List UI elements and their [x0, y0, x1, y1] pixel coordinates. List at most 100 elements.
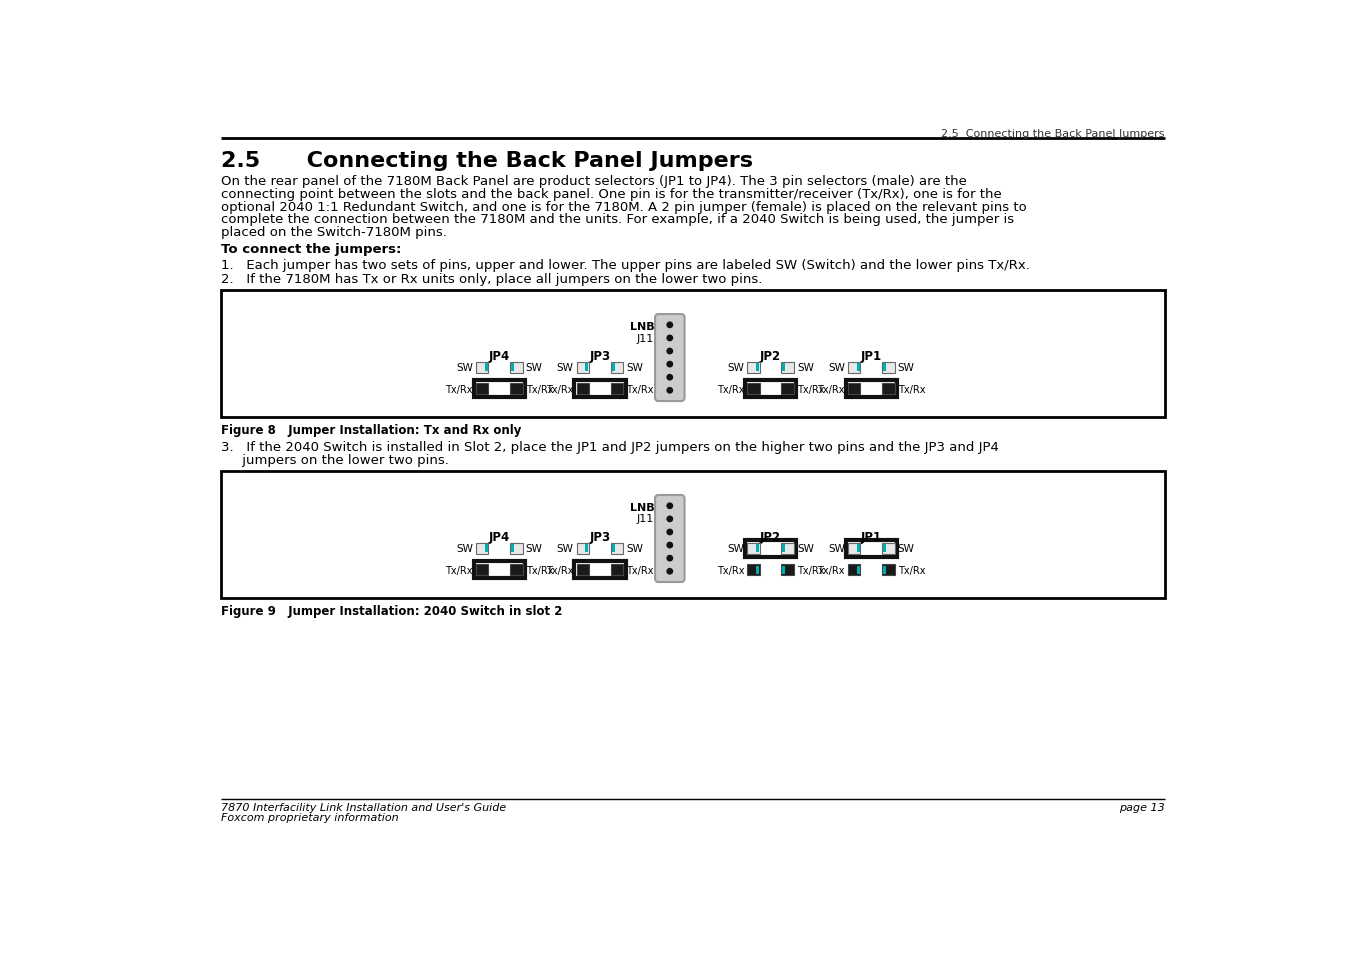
- Text: 3.   If the 2040 Switch is installed in Slot 2, place the JP1 and JP2 jumpers on: 3. If the 2040 Switch is installed in Sl…: [221, 441, 999, 454]
- Bar: [485, 364, 487, 372]
- FancyBboxPatch shape: [655, 314, 684, 401]
- Circle shape: [667, 349, 672, 355]
- Bar: [575, 561, 625, 578]
- Bar: [782, 566, 786, 574]
- Text: JP2: JP2: [760, 531, 782, 544]
- Text: connecting point between the slots and the back panel. One pin is for the transm: connecting point between the slots and t…: [221, 188, 1002, 201]
- Bar: [845, 540, 896, 558]
- Circle shape: [667, 543, 672, 548]
- Bar: [782, 565, 794, 576]
- Bar: [782, 545, 786, 553]
- Bar: [576, 543, 589, 554]
- Text: 1.   Each jumper has two sets of pins, upper and lower. The upper pins are label: 1. Each jumper has two sets of pins, upp…: [221, 258, 1030, 272]
- Text: Tx/Rx: Tx/Rx: [547, 565, 574, 575]
- Text: SW: SW: [828, 363, 845, 373]
- Text: Tx/Rx: Tx/Rx: [717, 565, 744, 575]
- Bar: [756, 364, 759, 372]
- Text: JP2: JP2: [760, 350, 782, 363]
- Text: JP1: JP1: [861, 531, 882, 544]
- Bar: [782, 543, 794, 554]
- Bar: [883, 545, 886, 553]
- Bar: [848, 362, 860, 374]
- Bar: [745, 540, 796, 558]
- Text: SW: SW: [525, 543, 543, 554]
- Text: JP3: JP3: [590, 531, 610, 544]
- Bar: [576, 565, 589, 576]
- Text: SW: SW: [728, 363, 744, 373]
- Bar: [848, 543, 860, 554]
- Text: Tx/Rx: Tx/Rx: [626, 565, 653, 575]
- Circle shape: [667, 517, 672, 522]
- Text: Tx/Rx: Tx/Rx: [796, 384, 825, 395]
- Bar: [575, 381, 625, 397]
- Text: Tx/Rx: Tx/Rx: [626, 384, 653, 395]
- Bar: [477, 362, 489, 374]
- Bar: [612, 362, 624, 374]
- Text: placed on the Switch-7180M pins.: placed on the Switch-7180M pins.: [221, 226, 447, 239]
- Text: LNB: LNB: [629, 502, 655, 513]
- Bar: [612, 384, 624, 395]
- Bar: [845, 381, 896, 397]
- Text: optional 2040 1:1 Redundant Switch, and one is for the 7180M. A 2 pin jumper (fe: optional 2040 1:1 Redundant Switch, and …: [221, 200, 1027, 213]
- Text: Tx/Rx: Tx/Rx: [898, 565, 925, 575]
- Bar: [856, 364, 860, 372]
- Text: Tx/Rx: Tx/Rx: [717, 384, 744, 395]
- Text: SW: SW: [626, 543, 643, 554]
- Circle shape: [667, 375, 672, 380]
- Bar: [510, 545, 514, 553]
- Text: Tx/Rx: Tx/Rx: [796, 565, 825, 575]
- Text: SW: SW: [796, 543, 814, 554]
- Circle shape: [667, 362, 672, 368]
- Bar: [221, 291, 1165, 417]
- Text: To connect the jumpers:: To connect the jumpers:: [221, 243, 402, 256]
- Text: Tx/Rx: Tx/Rx: [525, 384, 553, 395]
- Circle shape: [667, 503, 672, 509]
- Bar: [221, 472, 1165, 598]
- Text: J11: J11: [637, 514, 655, 524]
- Bar: [510, 384, 522, 395]
- Bar: [586, 545, 589, 553]
- Text: Figure 8   Jumper Installation: Tx and Rx only: Figure 8 Jumper Installation: Tx and Rx …: [221, 424, 522, 436]
- Text: SW: SW: [898, 543, 914, 554]
- Bar: [612, 545, 614, 553]
- Text: SW: SW: [828, 543, 845, 554]
- Circle shape: [667, 335, 672, 341]
- Text: Tx/Rx: Tx/Rx: [818, 565, 845, 575]
- Text: SW: SW: [728, 543, 744, 554]
- Text: Tx/Rx: Tx/Rx: [446, 565, 472, 575]
- Bar: [510, 543, 522, 554]
- Text: Figure 9   Jumper Installation: 2040 Switch in slot 2: Figure 9 Jumper Installation: 2040 Switc…: [221, 605, 563, 618]
- Circle shape: [667, 530, 672, 535]
- Bar: [510, 565, 522, 576]
- Text: SW: SW: [556, 543, 574, 554]
- Bar: [882, 565, 895, 576]
- Text: 2.5      Connecting the Back Panel Jumpers: 2.5 Connecting the Back Panel Jumpers: [221, 151, 753, 171]
- Bar: [856, 566, 860, 574]
- Text: On the rear panel of the 7180M Back Panel are product selectors (JP1 to JP4). Th: On the rear panel of the 7180M Back Pane…: [221, 175, 968, 188]
- Text: J11: J11: [637, 334, 655, 343]
- Bar: [510, 362, 522, 374]
- Bar: [748, 362, 760, 374]
- Circle shape: [667, 388, 672, 394]
- Text: 2.   If the 7180M has Tx or Rx units only, place all jumpers on the lower two pi: 2. If the 7180M has Tx or Rx units only,…: [221, 273, 763, 285]
- Text: page 13: page 13: [1119, 802, 1165, 812]
- Circle shape: [667, 569, 672, 575]
- Text: 7870 Interfacility Link Installation and User's Guide: 7870 Interfacility Link Installation and…: [221, 802, 506, 812]
- Bar: [612, 543, 624, 554]
- Text: LNB: LNB: [629, 322, 655, 332]
- Bar: [748, 565, 760, 576]
- Bar: [474, 561, 525, 578]
- Text: Tx/Rx: Tx/Rx: [446, 384, 472, 395]
- Bar: [485, 545, 487, 553]
- Bar: [882, 543, 895, 554]
- Text: SW: SW: [456, 363, 472, 373]
- Text: Tx/Rx: Tx/Rx: [818, 384, 845, 395]
- Text: SW: SW: [898, 363, 914, 373]
- Bar: [745, 381, 796, 397]
- Text: SW: SW: [456, 543, 472, 554]
- Bar: [856, 545, 860, 553]
- Bar: [882, 362, 895, 374]
- Text: Tx/Rx: Tx/Rx: [898, 384, 925, 395]
- Bar: [782, 364, 786, 372]
- Text: 2.5  Connecting the Back Panel Jumpers: 2.5 Connecting the Back Panel Jumpers: [941, 129, 1165, 139]
